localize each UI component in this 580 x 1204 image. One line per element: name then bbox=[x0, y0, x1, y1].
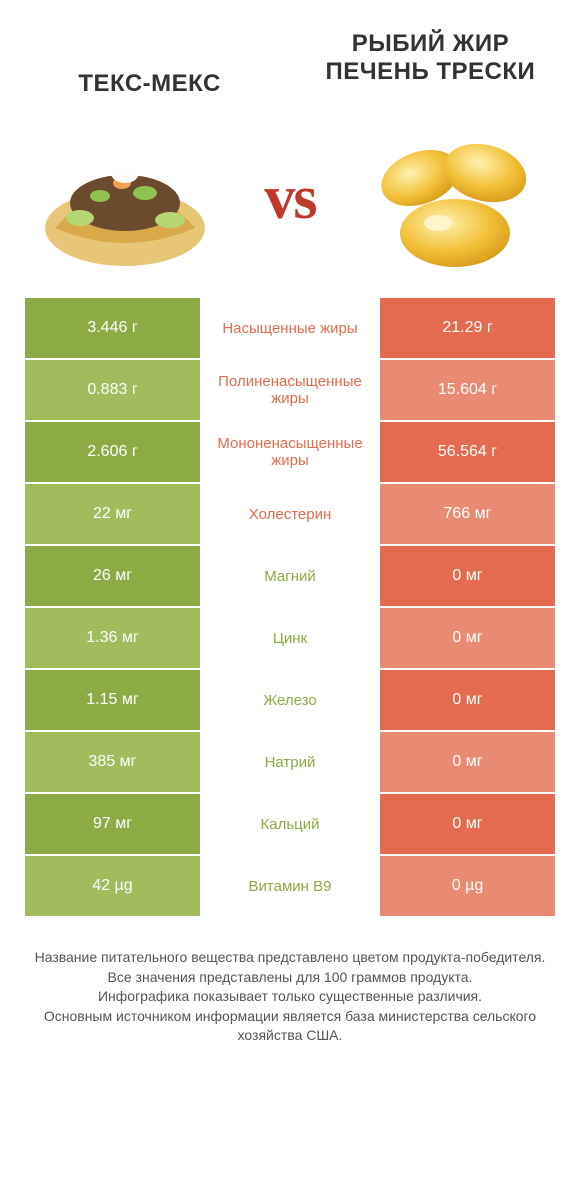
right-value: 0 мг bbox=[380, 546, 555, 606]
vs-label: vs bbox=[264, 163, 315, 234]
footnote-line: Название питательного вещества представл… bbox=[30, 948, 550, 968]
right-value: 0 мг bbox=[380, 732, 555, 792]
header: ТЕКС-МЕКС РЫБИЙ ЖИР ПЕЧЕНЬ ТРЕСКИ bbox=[0, 0, 580, 108]
table-row: 42 µgВитамин B90 µg bbox=[25, 856, 555, 916]
images-row: vs bbox=[0, 108, 580, 298]
right-value: 0 мг bbox=[380, 794, 555, 854]
nutrient-label: Полиненасыщенные жиры bbox=[200, 360, 380, 420]
nutrient-label: Мононенасыщенные жиры bbox=[200, 422, 380, 482]
right-title: РЫБИЙ ЖИР ПЕЧЕНЬ ТРЕСКИ bbox=[301, 30, 560, 86]
nutrient-label: Магний bbox=[200, 546, 380, 606]
left-title: ТЕКС-МЕКС bbox=[20, 30, 279, 98]
footnote-line: Инфографика показывает только существенн… bbox=[30, 987, 550, 1007]
table-row: 1.36 мгЦинк0 мг bbox=[25, 608, 555, 668]
left-value: 22 мг bbox=[25, 484, 200, 544]
table-row: 0.883 гПолиненасыщенные жиры15.604 г bbox=[25, 360, 555, 420]
comparison-table: 3.446 гНасыщенные жиры21.29 г0.883 гПоли… bbox=[0, 298, 580, 916]
left-value: 3.446 г bbox=[25, 298, 200, 358]
nutrient-label: Насыщенные жиры bbox=[200, 298, 380, 358]
footnote-line: Все значения представлены для 100 граммо… bbox=[30, 968, 550, 988]
table-row: 26 мгМагний0 мг bbox=[25, 546, 555, 606]
fish-oil-pill-icon bbox=[360, 118, 550, 278]
taco-icon bbox=[30, 118, 220, 278]
left-value: 0.883 г bbox=[25, 360, 200, 420]
table-row: 22 мгХолестерин766 мг bbox=[25, 484, 555, 544]
right-value: 21.29 г bbox=[380, 298, 555, 358]
right-value: 766 мг bbox=[380, 484, 555, 544]
nutrient-label: Цинк bbox=[200, 608, 380, 668]
right-value: 0 µg bbox=[380, 856, 555, 916]
footnote: Название питательного вещества представл… bbox=[0, 918, 580, 1046]
table-row: 1.15 мгЖелезо0 мг bbox=[25, 670, 555, 730]
right-value: 56.564 г bbox=[380, 422, 555, 482]
right-value: 15.604 г bbox=[380, 360, 555, 420]
left-value: 2.606 г bbox=[25, 422, 200, 482]
nutrient-label: Витамин B9 bbox=[200, 856, 380, 916]
table-row: 385 мгНатрий0 мг bbox=[25, 732, 555, 792]
right-value: 0 мг bbox=[380, 670, 555, 730]
left-value: 42 µg bbox=[25, 856, 200, 916]
right-value: 0 мг bbox=[380, 608, 555, 668]
left-value: 1.15 мг bbox=[25, 670, 200, 730]
footnote-line: Основным источником информации является … bbox=[30, 1007, 550, 1046]
table-row: 3.446 гНасыщенные жиры21.29 г bbox=[25, 298, 555, 358]
left-value: 26 мг bbox=[25, 546, 200, 606]
left-value: 97 мг bbox=[25, 794, 200, 854]
nutrient-label: Железо bbox=[200, 670, 380, 730]
left-value: 1.36 мг bbox=[25, 608, 200, 668]
left-value: 385 мг bbox=[25, 732, 200, 792]
nutrient-label: Холестерин bbox=[200, 484, 380, 544]
table-row: 2.606 гМононенасыщенные жиры56.564 г bbox=[25, 422, 555, 482]
table-row: 97 мгКальций0 мг bbox=[25, 794, 555, 854]
nutrient-label: Натрий bbox=[200, 732, 380, 792]
nutrient-label: Кальций bbox=[200, 794, 380, 854]
